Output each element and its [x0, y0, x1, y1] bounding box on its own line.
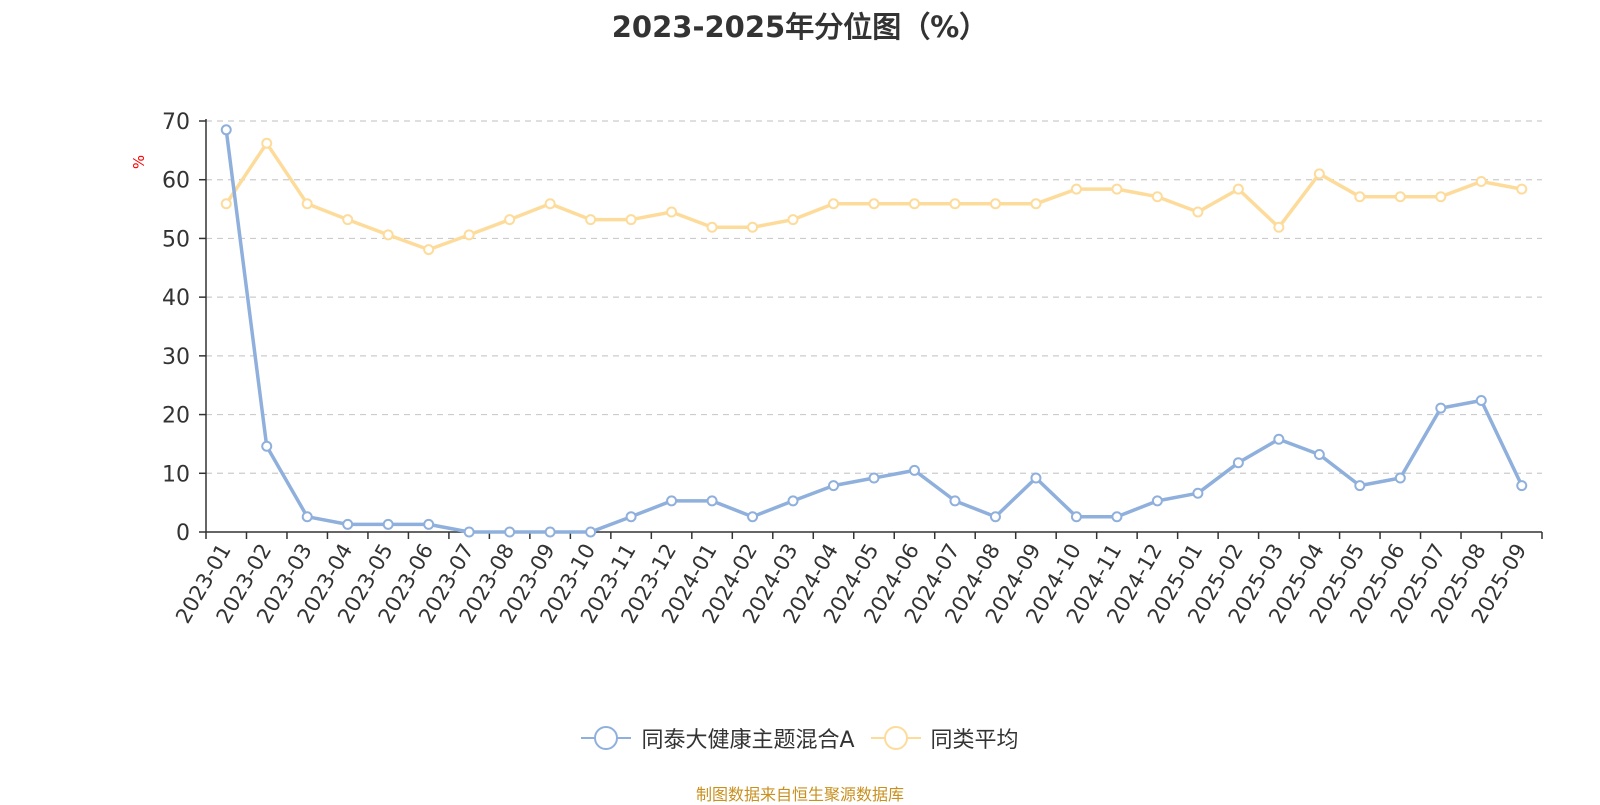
data-point-series-2-2025-02 [1232, 183, 1244, 195]
data-point-series-1-2023-09 [544, 526, 556, 538]
legend-item-series-2[interactable]: 同类平均 [870, 722, 1019, 754]
data-point-series-1-2025-08 [1475, 394, 1487, 406]
data-point-series-2-2025-01 [1192, 206, 1204, 218]
data-point-series-1-2025-05 [1354, 480, 1366, 492]
line-chart: 0102030405060702023-012023-022023-032023… [130, 110, 1543, 627]
grid-lines [206, 120, 1542, 474]
y-tick-label-30: 30 [162, 345, 190, 370]
y-axis-label: % [130, 155, 148, 169]
legend-item-series-1[interactable]: 同泰大健康主题混合A [581, 722, 855, 754]
data-point-series-1-2023-02 [261, 440, 273, 452]
data-point-series-1-2023-01 [220, 124, 232, 136]
data-point-series-2-2024-02 [747, 221, 759, 233]
data-point-series-2-2023-06 [423, 244, 435, 256]
legend-swatch-series-2 [870, 726, 921, 750]
data-point-series-1-2023-03 [301, 511, 313, 523]
data-point-series-2-2025-06 [1394, 191, 1406, 203]
data-point-series-2-2024-08 [989, 198, 1001, 210]
data-point-series-2-2023-07 [463, 229, 475, 241]
data-point-series-1-2024-04 [828, 480, 840, 492]
data-point-series-2-2025-07 [1435, 191, 1447, 203]
data-point-series-2-2023-01 [220, 198, 232, 210]
data-point-series-1-2023-08 [504, 526, 516, 538]
y-tick-label-20: 20 [162, 404, 190, 429]
data-point-series-1-2024-09 [1030, 472, 1042, 484]
data-point-series-1-2025-04 [1313, 448, 1325, 460]
data-point-series-2-2023-04 [342, 214, 354, 226]
data-point-series-1-2023-05 [382, 518, 394, 530]
series-lines [224, 129, 1524, 534]
data-point-series-2-2024-10 [1070, 183, 1082, 195]
data-point-series-1-2024-01 [706, 495, 718, 507]
data-point-series-2-2024-07 [949, 198, 961, 210]
data-point-series-1-2024-10 [1070, 511, 1082, 523]
data-point-series-2-2025-03 [1273, 221, 1285, 233]
y-tick-label-60: 60 [162, 169, 190, 194]
data-source-note: 制图数据来自恒生聚源数据库 [695, 785, 904, 804]
y-tick-label-50: 50 [162, 227, 190, 252]
series-line-1 [224, 129, 1524, 534]
y-tick-label-10: 10 [162, 462, 190, 487]
data-point-series-2-2024-04 [828, 198, 840, 210]
data-point-series-1-2025-02 [1232, 457, 1244, 469]
legend-label-series-1: 同泰大健康主题混合A [641, 728, 855, 753]
data-point-series-2-2024-12 [1151, 191, 1163, 203]
data-point-series-2-2024-03 [787, 214, 799, 226]
data-point-series-1-2023-07 [463, 526, 475, 538]
data-point-series-2-2023-08 [504, 214, 516, 226]
data-point-series-1-2023-12 [666, 495, 678, 507]
data-point-series-2-2025-08 [1475, 175, 1487, 187]
data-point-series-1-2023-11 [625, 511, 637, 523]
data-point-series-1-2024-07 [949, 495, 961, 507]
data-point-series-1-2023-10 [585, 526, 597, 538]
y-tick-label-70: 70 [162, 110, 190, 135]
data-point-series-1-2024-11 [1111, 511, 1123, 523]
data-point-series-2-2024-01 [706, 221, 718, 233]
legend: 同泰大健康主题混合A 同类平均 [0, 722, 1600, 754]
y-tick-label-40: 40 [162, 286, 190, 311]
y-tick-label-0: 0 [176, 521, 190, 546]
chart-title: 2023-2025年分位图（%） [611, 10, 989, 44]
data-point-series-1-2025-06 [1394, 472, 1406, 484]
data-point-series-2-2025-09 [1516, 183, 1528, 195]
data-point-series-1-2024-06 [908, 464, 920, 476]
legend-label-series-2: 同类平均 [930, 728, 1019, 753]
data-point-series-2-2024-11 [1111, 183, 1123, 195]
data-point-series-2-2023-02 [261, 137, 273, 149]
data-point-series-1-2024-12 [1151, 495, 1163, 507]
data-point-series-1-2025-09 [1516, 480, 1528, 492]
data-point-series-2-2023-11 [625, 214, 637, 226]
data-point-series-1-2023-06 [423, 518, 435, 530]
data-point-series-1-2024-03 [787, 495, 799, 507]
data-point-series-2-2023-05 [382, 229, 394, 241]
data-point-series-2-2023-09 [544, 198, 556, 210]
data-point-series-1-2024-05 [868, 472, 880, 484]
series-line-2 [224, 141, 1523, 252]
axes: 0102030405060702023-012023-022023-032023… [162, 110, 1543, 627]
data-point-series-1-2024-08 [989, 511, 1001, 523]
data-point-series-2-2023-10 [585, 214, 597, 226]
data-point-series-1-2025-01 [1192, 487, 1204, 499]
series-points [220, 124, 1528, 538]
data-point-series-1-2023-04 [342, 518, 354, 530]
data-point-series-2-2025-05 [1354, 191, 1366, 203]
data-point-series-2-2024-09 [1030, 198, 1042, 210]
data-point-series-2-2024-06 [908, 198, 920, 210]
data-point-series-2-2024-05 [868, 198, 880, 210]
data-point-series-2-2023-03 [301, 198, 313, 210]
data-point-series-2-2023-12 [666, 206, 678, 218]
data-point-series-2-2025-04 [1313, 168, 1325, 180]
data-point-series-1-2025-03 [1273, 433, 1285, 445]
data-point-series-1-2025-07 [1435, 402, 1447, 414]
data-point-series-1-2024-02 [747, 511, 759, 523]
legend-swatch-series-1 [581, 726, 632, 750]
